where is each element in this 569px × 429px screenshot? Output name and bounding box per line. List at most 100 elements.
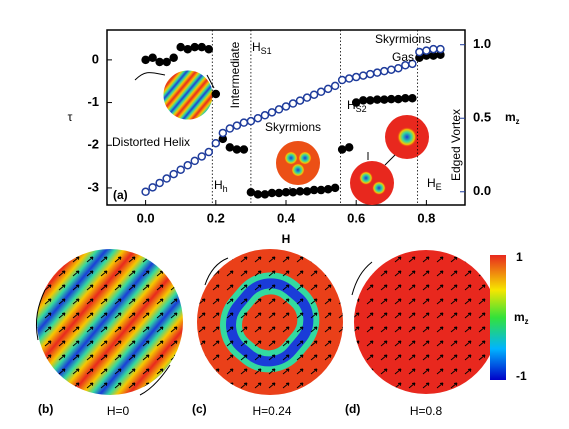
data-point	[281, 187, 291, 197]
annotation-sub: E	[436, 182, 442, 192]
x-tick-label: 0.2	[207, 210, 225, 225]
data-point	[373, 95, 382, 104]
x-axis-title: H	[282, 232, 291, 246]
data-point	[197, 42, 207, 52]
data-point	[344, 74, 354, 83]
data-point	[302, 93, 312, 102]
data-point	[415, 47, 424, 57]
data-point	[267, 108, 277, 117]
data-point	[162, 57, 171, 67]
data-point	[387, 94, 396, 104]
data-point	[401, 94, 410, 103]
x-tick-label: 0.0	[137, 210, 155, 225]
annotation-text: H	[214, 178, 223, 192]
annotation-text: Distorted Helix	[112, 135, 190, 149]
data-point	[190, 42, 199, 52]
data-point	[274, 188, 284, 198]
annotation: Gas	[392, 50, 414, 64]
data-point	[274, 105, 284, 114]
data-point	[141, 55, 150, 65]
data-point	[281, 102, 291, 111]
data-point	[288, 187, 298, 197]
data-point	[295, 96, 305, 105]
data-point	[302, 187, 312, 196]
data-point	[422, 46, 431, 55]
data-point	[330, 81, 340, 91]
data-point	[309, 185, 319, 195]
annotation-text: Skyrmions	[375, 32, 431, 46]
panel-label: H=0.8	[410, 404, 443, 418]
y-tick-label: -2	[87, 137, 99, 152]
data-point	[380, 66, 389, 76]
colorbar-tick-label: -1	[516, 369, 527, 383]
data-point	[295, 187, 305, 196]
annotation-sub: h	[223, 184, 228, 194]
data-point	[365, 96, 375, 105]
panel-tag: (b)	[38, 402, 53, 416]
x-tick-label: 0.4	[277, 210, 296, 225]
annotation-text: Skyrmions	[265, 120, 321, 134]
data-point	[190, 156, 199, 166]
x-tick-label: 0.8	[417, 210, 435, 225]
y2-axis-title-sub: z	[516, 117, 520, 126]
data-point	[358, 71, 368, 80]
data-point	[204, 44, 214, 54]
disk-b	[35, 249, 183, 396]
disk-d	[351, 250, 498, 394]
annotation-text: Intermediate	[228, 41, 242, 108]
data-point	[380, 95, 389, 104]
data-point	[260, 111, 270, 120]
annotation: Intermediate	[228, 41, 242, 108]
data-point	[232, 121, 242, 130]
panel-label: H=0	[107, 404, 130, 418]
panel-tag: (d)	[345, 402, 360, 416]
colorbar	[490, 255, 506, 380]
data-point	[429, 44, 438, 54]
data-point	[176, 42, 185, 52]
data-point	[253, 113, 263, 123]
colorbar-title: mz	[514, 310, 529, 326]
data-point	[169, 53, 178, 62]
annotation-text: (a)	[113, 188, 128, 202]
data-point	[330, 183, 340, 193]
data-point	[141, 187, 150, 197]
data-point	[218, 128, 228, 138]
annotation: Skyrmions	[265, 120, 321, 134]
data-point	[169, 169, 178, 179]
annotation-sub: S1	[261, 46, 272, 56]
data-point	[394, 94, 403, 104]
data-point	[197, 152, 207, 161]
data-point	[260, 190, 270, 199]
annotation: Skyrmions	[375, 32, 431, 46]
data-point	[155, 57, 164, 67]
data-point	[232, 145, 242, 154]
y2-tick-label: 1.0	[473, 36, 491, 51]
data-point	[148, 53, 157, 62]
data-point	[337, 75, 347, 85]
data-point	[408, 59, 417, 69]
data-point	[316, 87, 326, 97]
data-point	[316, 185, 326, 195]
annotation-text: Edged Vortex	[449, 109, 463, 181]
data-point	[394, 63, 403, 73]
data-point	[323, 84, 333, 94]
data-point	[176, 165, 185, 174]
annotation: Hh	[214, 178, 228, 194]
y2-axis-title-main: m	[505, 110, 516, 124]
data-point	[183, 161, 192, 170]
data-point	[408, 94, 417, 103]
y2-tick-label: 0.0	[473, 183, 491, 198]
data-point	[288, 99, 298, 108]
data-point	[211, 138, 221, 148]
inset-helix	[134, 69, 215, 121]
annotation: HS2	[347, 98, 367, 114]
data-point	[309, 90, 319, 99]
data-point	[358, 96, 368, 105]
colorbar-title-main: m	[514, 310, 525, 324]
annotation: (a)	[113, 188, 128, 202]
data-point	[162, 174, 171, 183]
data-point	[246, 116, 256, 126]
data-point	[204, 147, 214, 157]
data-point	[239, 145, 249, 154]
data-point	[267, 188, 277, 198]
